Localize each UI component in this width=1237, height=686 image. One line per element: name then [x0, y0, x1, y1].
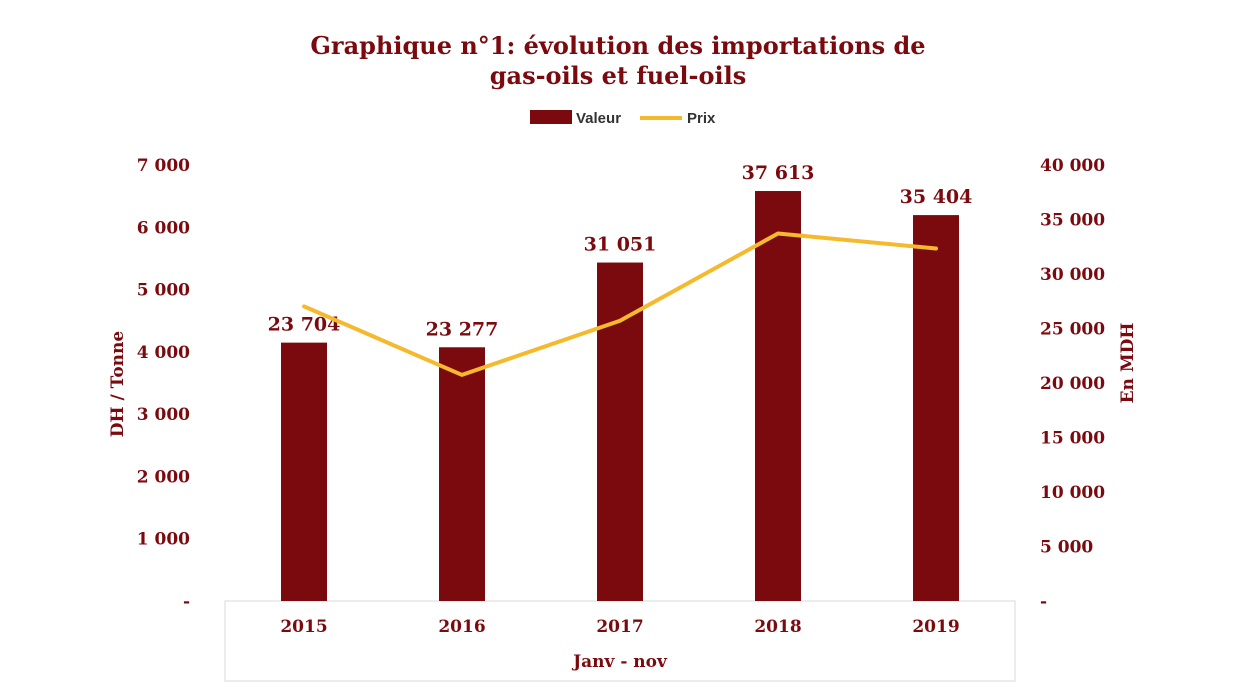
x-axis-label: Janv - nov	[571, 652, 668, 672]
right-tick-label: 30 000	[1040, 265, 1105, 285]
right-axis-ticks: - 5 000 10 000 15 000 20 000 25 000 30 000 35 0…	[1040, 156, 1105, 612]
x-tick-label: 2019	[912, 617, 959, 637]
right-tick-label: 15 000	[1040, 429, 1105, 449]
chart-title-line1: Graphique n°1: évolution des importation…	[310, 31, 925, 60]
bar-data-label: 23 704	[268, 314, 341, 336]
left-tick-label: 4 000	[137, 343, 190, 363]
right-tick-label: 5 000	[1040, 538, 1093, 558]
left-tick-label: 7 000	[137, 156, 190, 176]
left-tick-label: 3 000	[137, 405, 190, 425]
x-tick-label: 2017	[596, 617, 643, 637]
right-tick-label: 20 000	[1040, 374, 1105, 394]
chart-title-line2: gas-oils et fuel-oils	[490, 61, 747, 90]
x-tick-label: 2016	[438, 617, 485, 637]
legend: Valeur Prix	[530, 110, 716, 127]
right-axis-label: En MDH	[1118, 323, 1138, 404]
left-tick-label: 5 000	[137, 281, 190, 301]
right-tick-label: -	[1040, 592, 1047, 612]
bar-2015	[281, 342, 327, 601]
bar-data-label: 23 277	[426, 318, 499, 340]
legend-swatch-valeur	[530, 110, 572, 124]
left-tick-label: 1 000	[137, 530, 190, 550]
left-axis-label: DH / Tonne	[108, 331, 128, 438]
x-tick-label: 2018	[754, 617, 801, 637]
right-tick-label: 10 000	[1040, 483, 1105, 503]
left-axis-ticks: - 1 000 2 000 3 000 4 000 5 000 6 000 7 000	[137, 156, 190, 612]
x-axis-ticks: 2015 2016 2017 2018 2019	[280, 617, 959, 637]
bars	[281, 191, 959, 601]
left-tick-label: -	[183, 592, 190, 612]
left-tick-label: 2 000	[137, 467, 190, 487]
bar-data-label: 35 404	[900, 186, 973, 208]
right-tick-label: 40 000	[1040, 156, 1105, 176]
bar-data-label: 37 613	[742, 162, 815, 184]
bar-2018	[755, 191, 801, 601]
x-tick-label: 2015	[280, 617, 327, 637]
prix-series-line	[302, 231, 938, 377]
bar-2016	[439, 347, 485, 601]
legend-label-valeur: Valeur	[576, 110, 621, 127]
right-tick-label: 35 000	[1040, 211, 1105, 231]
right-tick-label: 25 000	[1040, 320, 1105, 340]
legend-label-prix: Prix	[687, 110, 716, 127]
left-tick-label: 6 000	[137, 218, 190, 238]
bar-data-label: 31 051	[584, 234, 657, 256]
bar-2019	[913, 215, 959, 601]
bar-data-labels: 23 704 23 277 31 051 37 613 35 404	[268, 162, 973, 340]
